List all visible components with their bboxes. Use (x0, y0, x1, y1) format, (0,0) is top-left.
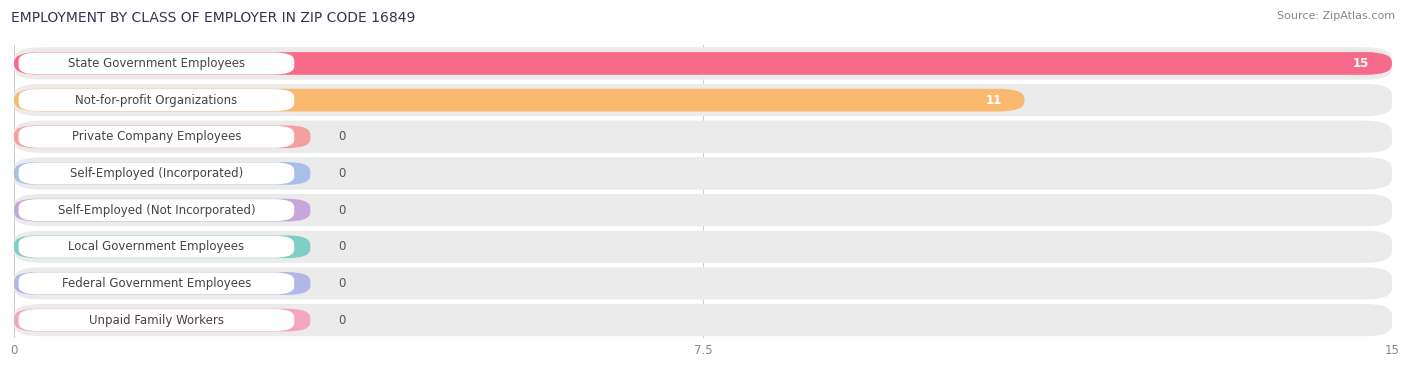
FancyBboxPatch shape (14, 157, 1392, 190)
Text: 0: 0 (337, 167, 346, 180)
FancyBboxPatch shape (18, 236, 294, 258)
Text: 15: 15 (1353, 57, 1369, 70)
Text: State Government Employees: State Government Employees (67, 57, 245, 70)
FancyBboxPatch shape (14, 267, 1392, 300)
Text: 0: 0 (337, 277, 346, 290)
FancyBboxPatch shape (18, 273, 294, 294)
Text: 0: 0 (337, 130, 346, 143)
Text: Unpaid Family Workers: Unpaid Family Workers (89, 314, 224, 327)
FancyBboxPatch shape (14, 199, 311, 221)
FancyBboxPatch shape (18, 199, 294, 221)
Text: Federal Government Employees: Federal Government Employees (62, 277, 252, 290)
Text: 0: 0 (337, 203, 346, 217)
Text: Source: ZipAtlas.com: Source: ZipAtlas.com (1277, 11, 1395, 21)
Text: Self-Employed (Not Incorporated): Self-Employed (Not Incorporated) (58, 203, 256, 217)
Text: EMPLOYMENT BY CLASS OF EMPLOYER IN ZIP CODE 16849: EMPLOYMENT BY CLASS OF EMPLOYER IN ZIP C… (11, 11, 416, 25)
FancyBboxPatch shape (14, 230, 1392, 263)
FancyBboxPatch shape (14, 194, 1392, 226)
FancyBboxPatch shape (14, 52, 1392, 75)
FancyBboxPatch shape (14, 84, 1392, 116)
Text: 0: 0 (337, 240, 346, 253)
FancyBboxPatch shape (14, 272, 311, 295)
FancyBboxPatch shape (18, 126, 294, 148)
FancyBboxPatch shape (18, 162, 294, 185)
Text: Self-Employed (Incorporated): Self-Employed (Incorporated) (70, 167, 243, 180)
Text: 11: 11 (986, 94, 1001, 107)
FancyBboxPatch shape (14, 47, 1392, 80)
FancyBboxPatch shape (14, 121, 1392, 153)
FancyBboxPatch shape (14, 89, 1025, 111)
FancyBboxPatch shape (18, 53, 294, 74)
FancyBboxPatch shape (14, 235, 311, 258)
FancyBboxPatch shape (14, 304, 1392, 336)
FancyBboxPatch shape (14, 162, 311, 185)
Text: Local Government Employees: Local Government Employees (69, 240, 245, 253)
Text: Private Company Employees: Private Company Employees (72, 130, 242, 143)
FancyBboxPatch shape (18, 309, 294, 331)
FancyBboxPatch shape (14, 309, 311, 331)
FancyBboxPatch shape (18, 89, 294, 111)
Text: Not-for-profit Organizations: Not-for-profit Organizations (76, 94, 238, 107)
Text: 0: 0 (337, 314, 346, 327)
FancyBboxPatch shape (14, 126, 311, 148)
